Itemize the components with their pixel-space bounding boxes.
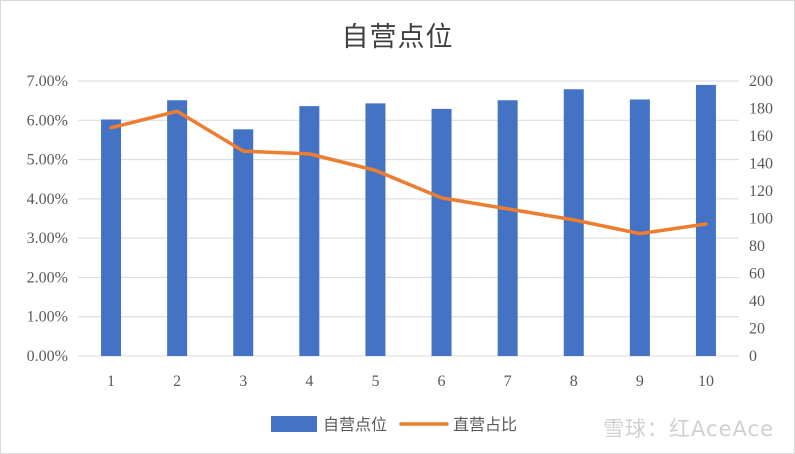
bar bbox=[497, 100, 518, 356]
x-tick-label: 9 bbox=[636, 373, 644, 390]
x-tick-label: 5 bbox=[371, 373, 379, 390]
chart-title: 自营点位 bbox=[341, 22, 454, 53]
bar bbox=[365, 103, 386, 357]
y-right-tick-label: 200 bbox=[749, 73, 773, 90]
x-tick-label: 6 bbox=[438, 373, 446, 390]
y-right-tick-label: 180 bbox=[749, 101, 773, 118]
series-line bbox=[109, 109, 708, 236]
y-right-tick-label: 0 bbox=[749, 348, 757, 365]
bar bbox=[629, 99, 650, 356]
y-right-tick-label: 120 bbox=[749, 183, 773, 200]
bar bbox=[101, 119, 122, 356]
y-left-tick-label: 7.00% bbox=[27, 73, 68, 90]
bar bbox=[167, 100, 188, 356]
y-right-tick-label: 40 bbox=[749, 293, 765, 310]
y-right-tick-label: 20 bbox=[749, 321, 765, 338]
bar bbox=[299, 106, 320, 357]
legend-label: 自营点位 bbox=[323, 415, 387, 434]
y-left-tick-label: 2.00% bbox=[27, 269, 68, 286]
bar bbox=[563, 89, 584, 356]
x-tick-label: 8 bbox=[570, 373, 578, 390]
x-tick-label: 2 bbox=[173, 373, 181, 390]
bar bbox=[233, 129, 254, 356]
x-tick-label: 3 bbox=[239, 373, 247, 390]
x-tick-label: 1 bbox=[107, 373, 115, 390]
x-tick-label: 4 bbox=[305, 373, 313, 390]
y-left-tick-label: 5.00% bbox=[27, 152, 68, 169]
y-right-tick-label: 100 bbox=[749, 211, 773, 228]
y-left-tick-label: 0.00% bbox=[27, 348, 68, 365]
y-left-tick-label: 4.00% bbox=[27, 191, 68, 208]
y-left-tick-label: 3.00% bbox=[27, 230, 68, 247]
legend-label: 直营占比 bbox=[453, 415, 517, 434]
x-tick-label: 7 bbox=[504, 373, 512, 390]
bar bbox=[695, 84, 716, 356]
y-left-tick-label: 1.00% bbox=[27, 309, 68, 326]
y-right-tick-label: 60 bbox=[749, 266, 765, 283]
watermark: 雪球：红AceAce bbox=[603, 417, 774, 441]
y-right-tick-label: 140 bbox=[749, 156, 773, 173]
y-right-tick-label: 80 bbox=[749, 238, 765, 255]
legend-swatch-bar bbox=[271, 416, 317, 432]
bar bbox=[431, 108, 452, 357]
y-left-tick-label: 6.00% bbox=[27, 112, 68, 129]
y-right-tick-label: 160 bbox=[749, 128, 773, 145]
x-tick-label: 10 bbox=[698, 373, 714, 390]
legend: 自营点位 直营占比 bbox=[271, 415, 517, 434]
